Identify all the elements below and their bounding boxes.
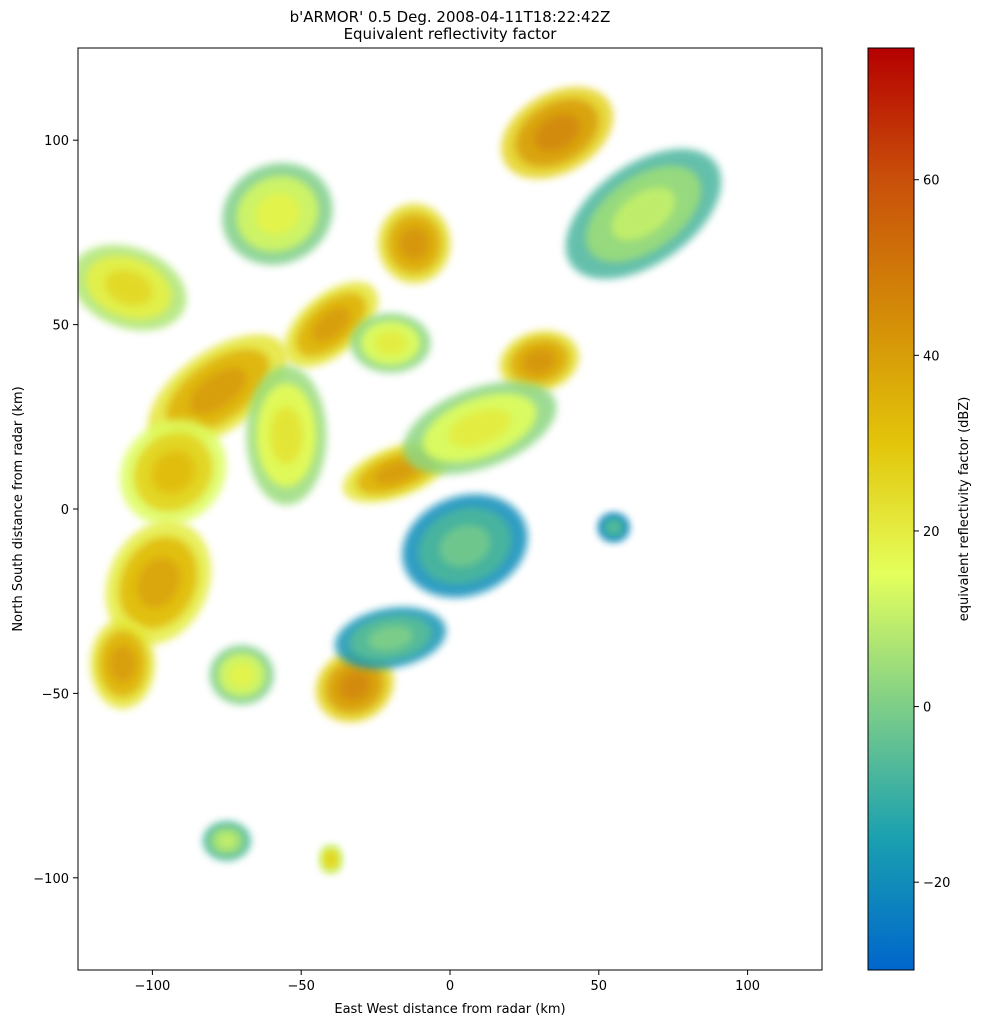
- colorbar-tick-label: 0: [923, 701, 931, 716]
- echo-region: [403, 381, 557, 475]
- colorbar-tick-label: −20: [923, 876, 950, 891]
- x-axis-ticks: −100 −50 0 50 100: [135, 970, 760, 994]
- echo-region: [246, 365, 327, 505]
- echo-region: [90, 619, 155, 709]
- plot-area: [77, 47, 823, 971]
- y-axis-ticks: −100 −50 0 50 100: [33, 134, 78, 887]
- echo-region: [105, 520, 212, 645]
- y-axis-label: North South distance from radar (km): [11, 386, 26, 631]
- echo-region: [318, 844, 344, 875]
- x-tick-label: 100: [735, 979, 760, 994]
- colorbar-gradient: [867, 47, 915, 971]
- echo-region: [202, 821, 251, 861]
- y-tick-label: −100: [33, 872, 69, 887]
- echo-region: [283, 281, 379, 368]
- y-tick-label: −50: [42, 687, 69, 702]
- y-tick-label: 0: [61, 503, 69, 518]
- y-tick-label: 100: [44, 134, 69, 149]
- echo-region: [499, 330, 579, 393]
- echo-region: [78, 244, 187, 331]
- echo-region: [378, 203, 451, 284]
- reflectivity-field: [78, 87, 722, 875]
- echo-region: [209, 645, 274, 705]
- echo-region: [120, 419, 227, 526]
- colorbar-tick-label: 40: [923, 349, 940, 364]
- colorbar-label: equivalent reflectivity factor (dBZ): [957, 397, 972, 622]
- echo-region: [597, 512, 630, 543]
- colorbar-ticks: −20 0 20 40 60: [914, 174, 950, 891]
- chart-title: b'ARMOR' 0.5 Deg. 2008-04-11T18:22:42Z: [290, 8, 611, 26]
- echo-region: [402, 494, 528, 598]
- x-tick-label: −50: [287, 979, 314, 994]
- echo-region: [222, 162, 333, 265]
- colorbar: −20 0 20 40 60 equivalent reflectivity facto…: [867, 47, 972, 971]
- colorbar-tick-label: 60: [923, 174, 940, 189]
- x-axis-label: East West distance from radar (km): [334, 1002, 565, 1017]
- x-tick-label: 50: [591, 979, 608, 994]
- colorbar-tick-label: 20: [923, 525, 940, 540]
- echo-region: [350, 313, 431, 373]
- y-tick-label: 50: [52, 319, 69, 334]
- x-tick-label: −100: [135, 979, 171, 994]
- x-tick-label: 0: [446, 979, 454, 994]
- echo-region: [565, 148, 722, 280]
- chart-subtitle: Equivalent reflectivity factor: [344, 25, 558, 43]
- echo-region: [501, 87, 613, 179]
- echo-region: [334, 607, 447, 670]
